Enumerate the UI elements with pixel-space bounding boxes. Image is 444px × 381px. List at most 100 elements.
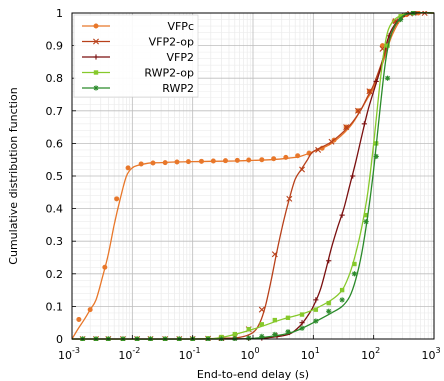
data-point-vfpc (283, 154, 289, 160)
y-tick-label: 0.9 (46, 40, 64, 53)
data-point-vfpc (76, 316, 82, 322)
data-point-vfp2-op-stroke (392, 18, 399, 25)
data-point-rwp2-op (313, 307, 319, 312)
data-point-vfp2-op (258, 306, 265, 313)
data-point-rwp2-stroke (299, 325, 305, 331)
data-point-vfp2 (350, 173, 356, 179)
x-axis-label: End-to-end delay (s) (197, 368, 309, 381)
data-point-vfpc (198, 158, 204, 164)
data-point-vfpc (138, 161, 144, 167)
y-tick-label: 0.6 (46, 137, 64, 150)
data-point-vfp2 (326, 258, 332, 264)
legend-item-rwp2: RWP2 (82, 82, 194, 95)
data-point-rwp2-op (363, 212, 369, 218)
data-point-vfp2-op-stroke (355, 107, 361, 114)
data-point-rwp2-stroke (339, 297, 345, 303)
y-tick-label: 0.3 (46, 235, 64, 248)
data-point-rwp2-stroke (398, 17, 403, 22)
x-tick-label: 10-1 (179, 346, 201, 362)
y-tick-label: 0.5 (46, 170, 64, 183)
legend-label: VFPc (167, 20, 194, 33)
y-tick-label: 1 (56, 7, 63, 20)
x-tick-label: 10-2 (118, 346, 140, 362)
data-point-vfp2 (299, 320, 305, 326)
data-point-rwp2-op (259, 322, 265, 327)
data-point-vfpc (150, 160, 156, 166)
data-point-rwp2-stroke (272, 332, 278, 337)
data-point-rwp2-stroke (313, 318, 319, 324)
data-point-rwp2-stroke (352, 271, 357, 277)
data-point-rwp2-op (299, 312, 305, 317)
y-tick-label: 0.2 (46, 268, 64, 281)
legend-item-vfpc: VFPc (82, 20, 194, 33)
legend-box (73, 14, 199, 98)
x-tick-label: 100 (240, 346, 259, 362)
data-point-rwp2-op (285, 315, 291, 321)
data-point-vfp2-op-stroke (299, 166, 306, 173)
data-point-rwp2-stroke (363, 219, 369, 224)
y-tick-label: 0 (56, 333, 63, 346)
legend-swatch-marker-stroke (93, 38, 99, 45)
legend-swatch-marker (93, 54, 99, 60)
data-point-rwp2-stroke (385, 75, 390, 81)
y-tick-label: 0.7 (46, 105, 64, 118)
x-tick-label: 103 (421, 346, 440, 362)
data-point-rwp2-op (326, 300, 331, 306)
data-point-vfpc (185, 159, 191, 165)
legend-swatch-marker (93, 38, 99, 45)
data-point-vfp2-op (315, 146, 322, 153)
data-point-vfp2-op (366, 88, 373, 95)
data-point-vfpc (271, 156, 277, 162)
data-point-rwp2-op (339, 287, 345, 293)
data-point-rwp2 (299, 325, 305, 331)
data-point-vfpc (246, 157, 252, 163)
data-point-vfp2-op (343, 124, 350, 131)
data-point-vfpc (114, 196, 120, 202)
legend: VFPc VFP2-op VFP2 RWP2-op RWP2 (73, 14, 199, 98)
legend-label: RWP2 (162, 82, 194, 95)
data-point-vfpc (102, 264, 108, 270)
axes: 10-3 10-2 10-1 100 101 102 103 0 0.1 0.2 0.3 0.4 0.5… (46, 7, 441, 362)
data-point-rwp2 (339, 297, 345, 303)
data-point-rwp2 (326, 308, 332, 314)
data-point-vfp2 (361, 121, 367, 127)
data-point-vfp2-op-stroke (328, 138, 335, 145)
series-vfpc (72, 11, 434, 340)
data-point-vfp2-op (355, 107, 361, 114)
data-point-vfpc (210, 158, 216, 164)
data-point-vfp2-op (271, 251, 278, 258)
data-point-rwp2 (246, 335, 252, 341)
series-line-rwp2 (72, 12, 434, 340)
data-point-rwp2-stroke (285, 329, 291, 335)
data-point-vfp2-op-stroke (271, 251, 278, 258)
legend-item-vfp2: VFP2 (82, 51, 194, 64)
data-point-rwp2 (272, 331, 278, 338)
data-point-rwp2-op (246, 327, 251, 332)
legend-item-rwp2-op: RWP2-op (82, 67, 194, 80)
data-point-rwp2-stroke (373, 154, 379, 159)
data-point-vfp2 (339, 212, 345, 218)
data-point-vfpc (174, 159, 180, 165)
x-tick-label: 10-3 (58, 346, 80, 362)
data-point-vfpc (234, 157, 240, 163)
data-point-rwp2-op (352, 261, 357, 267)
data-point-vfp2-op (299, 166, 306, 173)
data-point-vfpc (87, 307, 93, 313)
data-point-rwp2 (363, 219, 369, 225)
y-axis-label: Cumulative distribution function (7, 87, 20, 264)
x-tick-label: 101 (301, 346, 320, 362)
x-tick-label: 102 (361, 346, 380, 362)
data-point-vfp2-op-stroke (315, 146, 322, 153)
data-point-rwp2-op (272, 317, 278, 323)
legend-item-vfp2-op: VFP2-op (82, 36, 194, 49)
data-point-vfp2 (313, 297, 319, 303)
data-point-rwp2 (313, 318, 319, 324)
y-tick-label: 0.8 (46, 72, 64, 85)
data-point-vfp2-op-stroke (286, 195, 293, 202)
legend-label: RWP2-op (144, 67, 194, 80)
data-point-vfpc (222, 158, 228, 164)
data-point-rwp2 (398, 16, 404, 23)
legend-swatch-marker (93, 23, 99, 29)
legend-label: VFP2 (167, 51, 194, 64)
